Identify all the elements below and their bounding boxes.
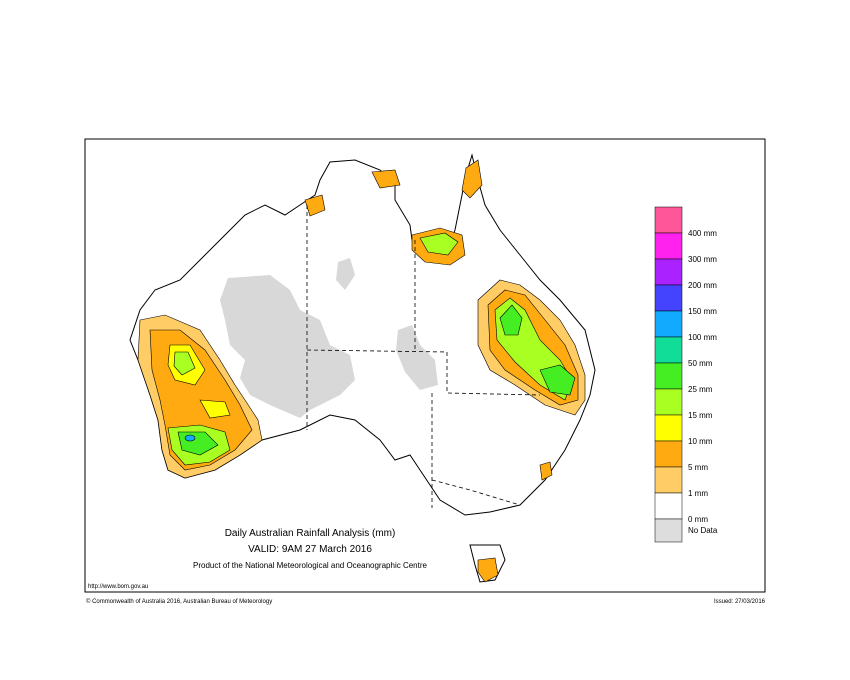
map-title: Daily Australian Rainfall Analysis (mm) [225,528,396,539]
legend-label: No Data [688,526,718,535]
legend-swatch [654,518,683,543]
legend-swatch [654,492,683,520]
legend-swatch [654,206,683,234]
no-data-areas [220,258,438,418]
legend-label: 200 mm [688,281,717,290]
legend-label: 300 mm [688,255,717,264]
state-borders [306,205,541,508]
legend-swatch [654,388,683,416]
legend-label: 50 mm [688,359,713,368]
copyright: © Commonwealth of Australia 2016, Austra… [86,598,272,605]
legend-swatch [654,466,683,494]
legend-label: 15 mm [688,411,713,420]
legend-label: 1 mm [688,489,708,498]
legend-label: 400 mm [688,229,717,238]
legend-label: 150 mm [688,307,717,316]
valid-time: VALID: 9AM 27 March 2016 [248,544,372,555]
legend-swatch [654,440,683,468]
legend-swatch [654,284,683,312]
legend-swatch [654,310,683,338]
legend-swatch [654,232,683,260]
legend-label: 10 mm [688,437,713,446]
product-note: Product of the National Meteorological a… [193,561,427,570]
source-url: http://www.bom.gov.au [88,584,148,590]
legend-swatch [654,258,683,286]
rainfall-areas [137,159,586,583]
legend-label: 0 mm [688,515,708,524]
legend-label: 25 mm [688,385,713,394]
issued-date: Issued: 27/03/2016 [714,599,766,605]
legend-swatch [654,414,683,442]
legend-label: 100 mm [688,333,717,342]
legend-label: 5 mm [688,463,708,472]
legend: 400 mm 300 mm 200 mm 150 mm 100 mm 50 mm 25 mm… [654,206,718,543]
legend-swatch [654,336,683,364]
legend-swatch [654,362,683,390]
